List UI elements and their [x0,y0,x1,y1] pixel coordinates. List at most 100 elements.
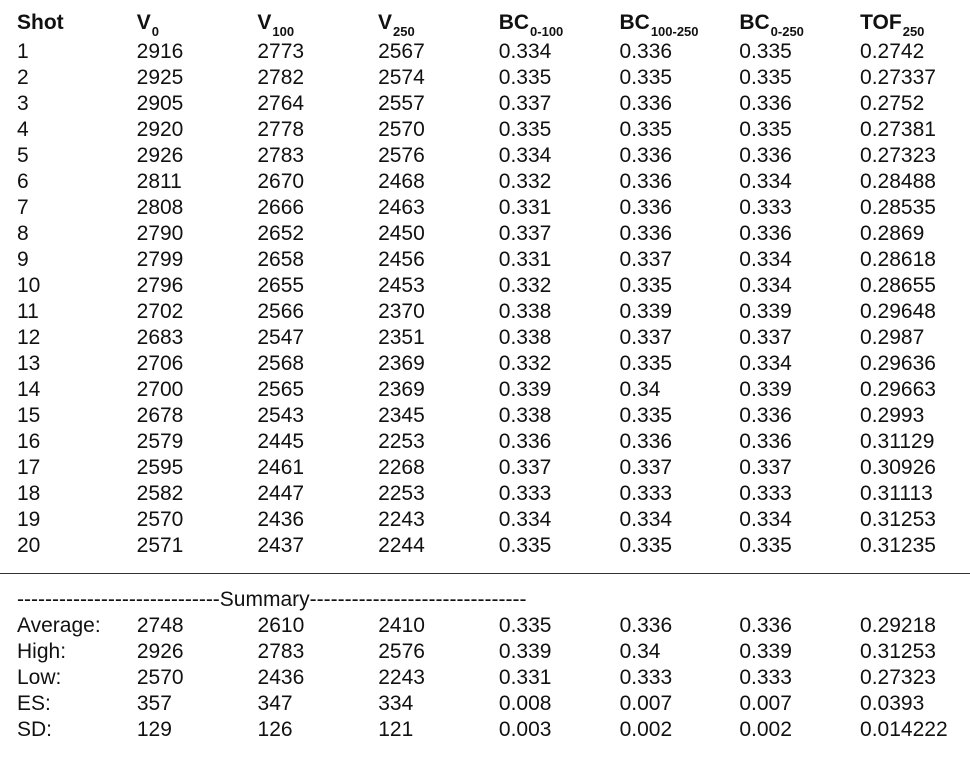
table-cell: 2253 [378,430,425,453]
table-cell: 2445 [257,430,305,453]
table-cell: 2243 [378,666,425,689]
table-cell: 0.27323 [860,666,936,689]
table-cell: 0.334 [498,144,552,167]
header-tof-250: TOF250 [860,11,925,39]
table-cell: 2796 [136,274,184,297]
table-cell: 0.332 [498,352,552,375]
table-cell: 2568 [257,352,305,375]
table-cell: 2463 [378,196,425,219]
table-cell: 0.332 [498,170,552,193]
table-cell: 0.28618 [860,248,936,271]
table-cell: 5 [17,144,29,167]
table-cell: 2543 [257,404,305,427]
table-cell: 0.338 [498,404,552,427]
table-cell: 0.336 [619,40,673,63]
section-divider [0,573,970,574]
table-cell: 0.27381 [860,118,936,141]
table-cell: 0.339 [739,300,792,323]
table-cell: 0.334 [739,508,792,531]
table-row: 3 2905 2764 2557 0.337 0.336 0.336 0.2752 [17,91,970,117]
table-cell: 4 [17,118,29,141]
table-cell: 0.339 [739,378,792,401]
table-cell: 0.336 [619,222,673,245]
table-cell: 0.335 [619,534,673,557]
table-cell: 2582 [136,482,184,505]
table-row: 13 2706 2568 2369 0.332 0.335 0.334 0.29636 [17,351,970,377]
table-cell: 0.336 [739,404,792,427]
table-row: 10 2796 2655 2453 0.332 0.335 0.334 0.28655 [17,273,970,299]
table-cell: 2790 [136,222,184,245]
table-cell: 0.333 [739,196,792,219]
table-cell: 0.31129 [860,430,935,453]
table-cell: 0.002 [739,718,792,741]
table-cell: 0.007 [739,692,792,715]
table-cell: 0.29648 [860,300,936,323]
table-cell: 0.338 [498,326,552,349]
table-cell: 0.331 [498,666,552,689]
table-cell: 0.336 [619,92,673,115]
table-cell: 2666 [257,196,305,219]
table-cell: 2926 [136,144,184,167]
table-cell: 0.334 [619,508,673,531]
table-cell: 0.335 [619,118,673,141]
table-cell: 2369 [378,378,425,401]
table-cell: 2916 [136,40,184,63]
table-cell: 0.337 [619,456,673,479]
table-cell: 0.2752 [860,92,925,115]
table-cell: 0.29218 [860,614,936,637]
table-cell: 18 [17,482,41,505]
table-cell: 0.339 [619,300,673,323]
table-row: 16 2579 2445 2253 0.336 0.336 0.336 0.31129 [17,429,970,455]
table-cell: 2579 [136,430,184,453]
table-cell: 0.335 [619,66,673,89]
table-cell: 0.336 [739,222,792,245]
table-cell: 2453 [378,274,425,297]
table-cell: 2244 [378,534,425,557]
table-cell: 0.336 [619,170,673,193]
table-cell: 2773 [257,40,305,63]
table-cell: 0.334 [739,248,792,271]
table-cell: 0.31253 [860,508,936,531]
table-cell: 0.008 [498,692,552,715]
header-v250: V250 [378,11,415,39]
table-cell: 0.34 [619,378,661,401]
table-cell: 2678 [136,404,184,427]
table-cell: 0.335 [498,66,552,89]
table-cell: 2461 [257,456,305,479]
table-cell: 2547 [257,326,305,349]
table-cell: 357 [136,692,172,715]
table-cell: 0.28655 [860,274,936,297]
table-cell: 0.334 [498,40,552,63]
summary-row: High: 2926 2783 2576 0.339 0.34 0.339 0.31253 [17,639,970,665]
table-cell: 126 [257,718,293,741]
table-cell: 2566 [257,300,305,323]
table-cell: 0.337 [739,456,792,479]
table-cell: 0.333 [739,482,792,505]
table-cell: 0.31253 [860,640,936,663]
table-cell: 347 [257,692,293,715]
table-cell: 0.30926 [860,456,936,479]
table-cell: 7 [17,196,29,219]
table-cell: 0.339 [739,640,792,663]
table-cell: 0.331 [498,248,552,271]
table-cell: 2456 [378,248,425,271]
table-cell: 2799 [136,248,184,271]
table-cell: 0.2993 [860,404,925,427]
table-row: 12 2683 2547 2351 0.338 0.337 0.337 0.2987 [17,325,970,351]
table-cell: 2268 [378,456,425,479]
table-cell: 2345 [378,404,425,427]
table-row: 5 2926 2783 2576 0.334 0.336 0.336 0.27323 [17,143,970,169]
table-cell: 0.007 [619,692,673,715]
table-cell: 0.335 [498,118,552,141]
table-row: 1 2916 2773 2567 0.334 0.336 0.335 0.2742 [17,39,970,65]
table-cell: 0.29636 [860,352,936,375]
table-cell: High: [17,640,67,663]
summary-table: Average: 2748 2610 2410 0.335 0.336 0.336 0.292… [17,613,970,743]
table-cell: 2764 [257,92,305,115]
table-row: 2 2925 2782 2574 0.335 0.335 0.335 0.27337 [17,65,970,91]
table-cell: 2778 [257,118,305,141]
table-cell: 12 [17,326,41,349]
table-cell: 0.337 [619,248,673,271]
table-cell: 2783 [257,640,305,663]
table-cell: 0.337 [739,326,792,349]
